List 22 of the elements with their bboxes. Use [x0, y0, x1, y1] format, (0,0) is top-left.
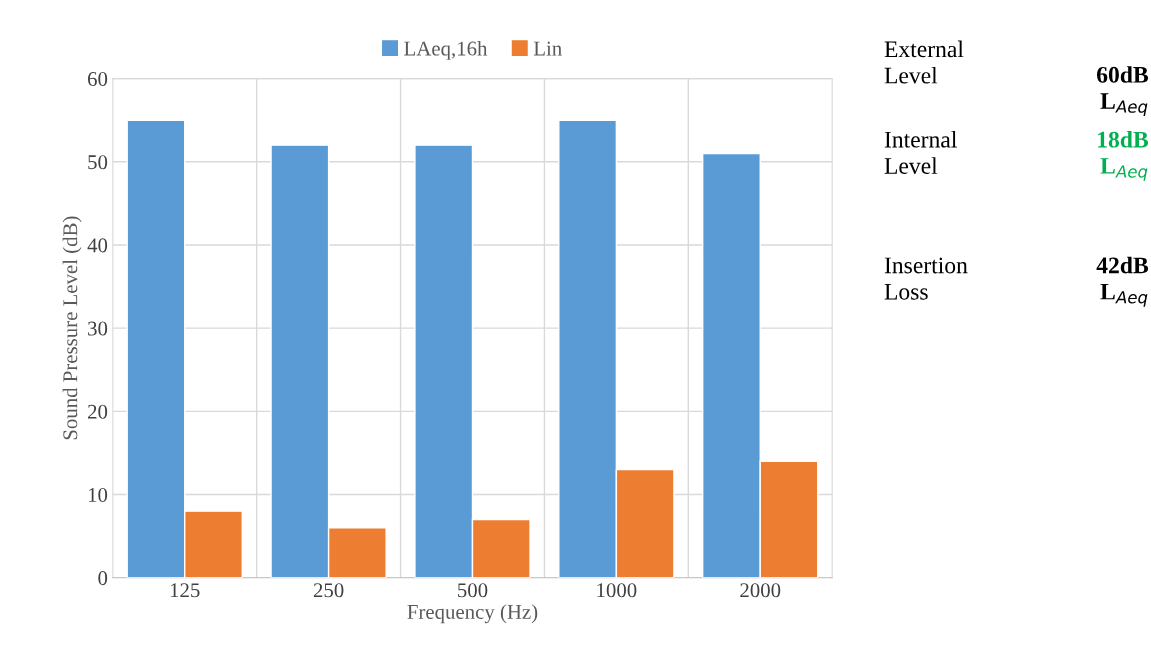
text: External Level	[884, 40, 964, 84]
x-tick-label: 500	[458, 583, 488, 598]
text: Insertion Loss	[884, 257, 968, 300]
text: 60dB L$_{Aeq}$	[1097, 66, 1149, 117]
y-tick-label: 60	[88, 71, 108, 87]
text: 42dB L$_{Aeq}$	[1096, 256, 1149, 307]
x-axis-title: Frequency (Hz)	[407, 604, 538, 624]
text: 18dB L$_{Aeq}$	[1098, 131, 1149, 181]
legend-label: Lin	[533, 41, 562, 56]
y-tick-label: 20	[88, 404, 108, 419]
y-tick-label: 30	[88, 321, 108, 336]
x-tick-label: 1000	[597, 583, 637, 598]
y-axis-title: Sound Pressure Level (dB)	[62, 216, 82, 440]
x-tick-label: 2000	[740, 583, 781, 598]
x-tick-label: 125	[170, 583, 200, 598]
y-tick-label: 0	[98, 571, 108, 586]
text: Internal Level	[884, 131, 957, 174]
y-tick-label: 50	[88, 155, 108, 170]
x-tick-label: 250	[313, 583, 344, 598]
y-tick-label: 40	[87, 238, 108, 253]
legend-label: LAeq,16h	[404, 40, 488, 60]
y-tick-label: 10	[88, 487, 108, 502]
